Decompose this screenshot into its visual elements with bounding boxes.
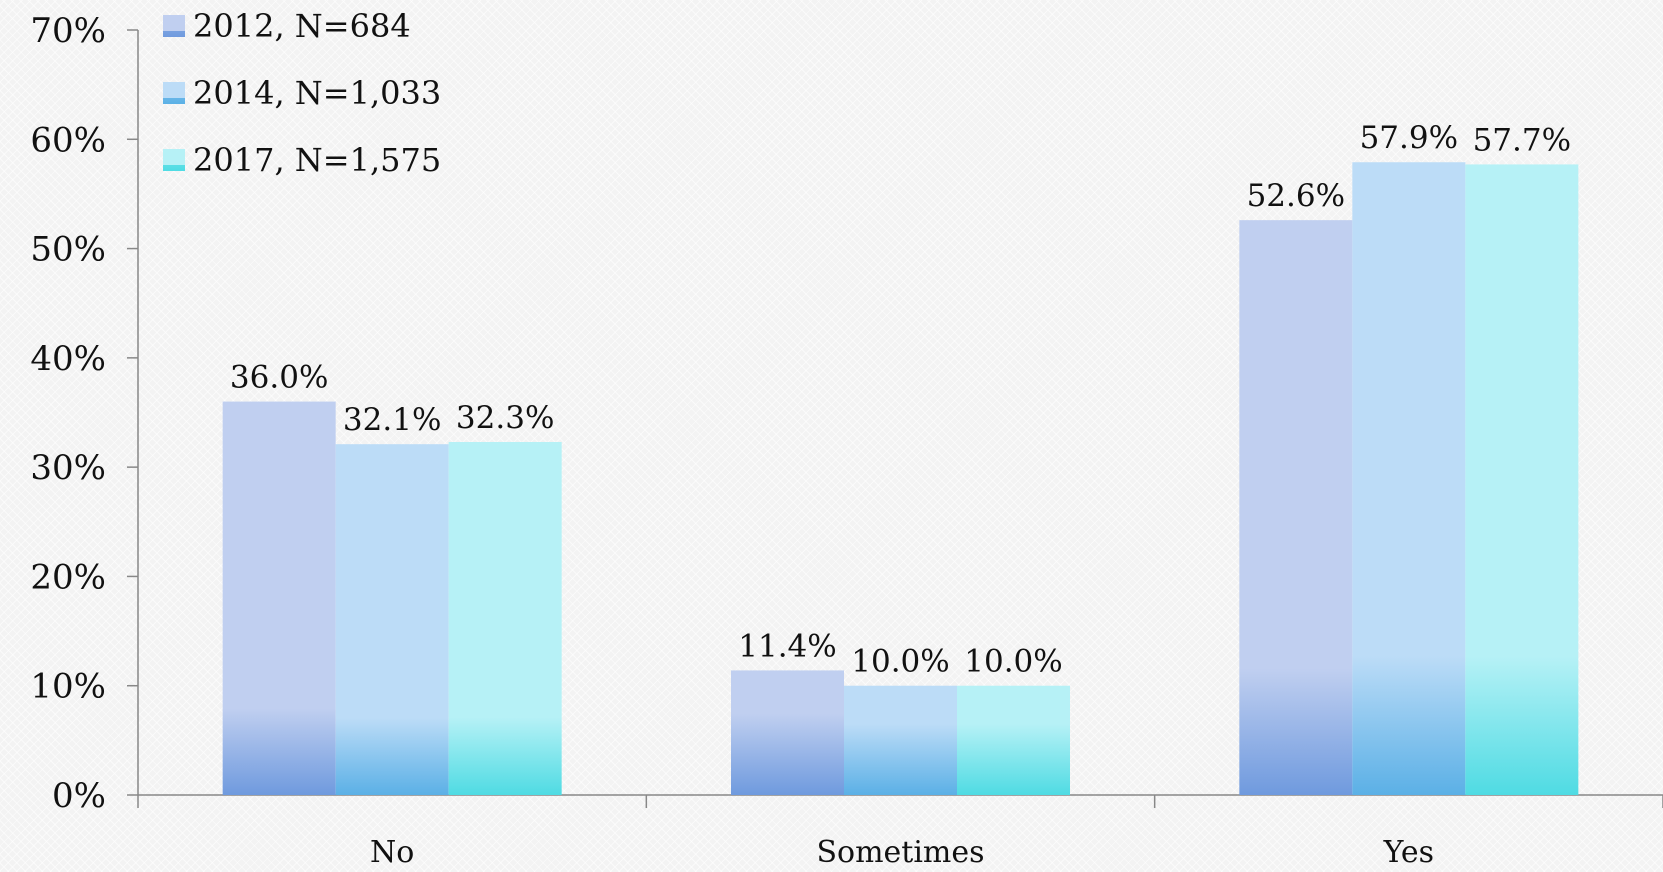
bar [731,670,844,795]
data-label: 10.0% [851,644,949,680]
legend-label: 2017, N=1,575 [193,141,441,179]
data-label: 32.3% [456,400,554,436]
data-label: 36.0% [230,360,328,396]
y-tick-label: 10% [30,667,106,707]
y-tick-label: 0% [52,776,106,816]
x-category-label: No [370,835,414,870]
legend-swatch-shade [163,165,185,171]
data-label: 57.9% [1360,120,1458,156]
bar [1239,220,1353,795]
legend-label: 2014, N=1,033 [193,74,441,112]
legend-swatch-shade [163,31,185,37]
x-category-label: Sometimes [816,835,984,870]
bar [448,442,562,795]
y-tick-label: 30% [30,448,106,488]
y-tick-label: 60% [30,120,106,160]
bar [335,444,449,795]
y-tick-label: 20% [30,557,106,597]
data-label: 11.4% [738,628,836,664]
y-tick-label: 40% [30,339,106,379]
x-category-label: Yes [1383,835,1434,870]
legend-swatch-shade [163,98,185,104]
data-label: 10.0% [964,644,1062,680]
y-tick-label: 50% [30,230,106,270]
bar [844,685,957,795]
y-tick-label: 70% [30,11,106,51]
bar [222,401,336,795]
bar [1465,164,1579,795]
legend-label: 2012, N=684 [193,7,411,45]
bar [1352,162,1466,795]
data-label: 52.6% [1247,178,1345,214]
bar [957,685,1070,795]
data-label: 57.7% [1473,122,1571,158]
data-label: 32.1% [343,402,441,438]
